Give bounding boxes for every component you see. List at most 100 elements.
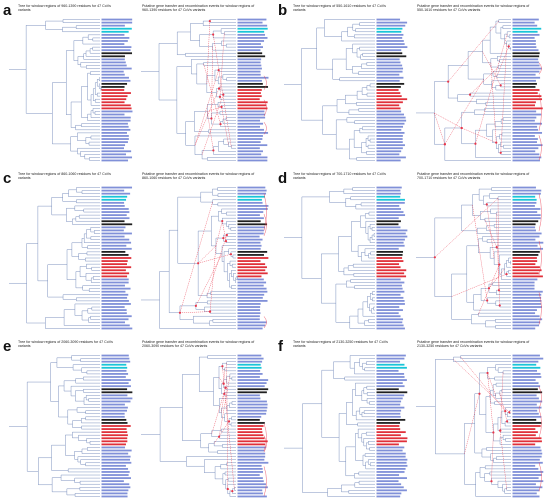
leaf-label-mark (237, 303, 261, 305)
leaf-label-mark (101, 257, 132, 259)
leaf-label-mark (237, 153, 262, 156)
leaf-label-mark (101, 275, 128, 278)
leaf-label-mark (237, 192, 267, 195)
leaf-label-mark (376, 431, 406, 434)
leaf-label-mark (376, 278, 401, 281)
leaf-label-mark (237, 449, 265, 452)
transfer-event-line (444, 78, 484, 145)
leaf-label-mark (512, 431, 538, 434)
leaf-label-mark (376, 315, 401, 318)
right-recombination-tree (141, 354, 269, 498)
leaf-label-mark (376, 147, 403, 150)
leaf-label-mark (512, 495, 540, 498)
leaf-label-mark (512, 141, 537, 143)
leaf-label-mark (376, 492, 402, 495)
transfer-event-arrowhead (490, 480, 493, 483)
leaf-label-mark (101, 125, 129, 128)
leaf-label-mark (376, 241, 404, 244)
transfer-event-arrowhead (498, 304, 501, 307)
leaf-label-mark (376, 238, 405, 241)
leaf-label-mark (101, 208, 129, 210)
left-tree-title: Tree for window regions of 2130-3250 res… (293, 340, 388, 349)
leaf-label-mark (101, 244, 127, 247)
leaf-label-mark (237, 18, 267, 21)
leaf-label-mark (512, 116, 537, 119)
leaf-label-mark (376, 150, 402, 153)
transfer-event-line (434, 112, 462, 129)
leaf-label-mark (101, 354, 129, 357)
leaf-label-mark (376, 198, 405, 201)
leaf-label-mark (376, 446, 405, 449)
leaf-label-mark (512, 492, 537, 495)
leaf-label-mark (101, 135, 129, 137)
leaf-label-mark (376, 412, 401, 415)
leaf-label-mark (237, 156, 268, 159)
transfer-event-line (226, 363, 228, 490)
leaf-label-mark (237, 428, 263, 430)
transfer-event-line (487, 372, 496, 396)
leaf-label-mark (101, 217, 130, 220)
leaf-label-mark (101, 86, 125, 88)
transfer-event-line (221, 106, 229, 145)
transfer-event-line (497, 198, 500, 291)
leaf-label-mark (237, 241, 261, 244)
leaf-label-mark (376, 89, 399, 91)
leaf-label-mark (376, 101, 403, 104)
leaf-label-mark (237, 321, 267, 324)
leaf-label-mark (512, 275, 543, 278)
leaf-label-mark (237, 135, 263, 137)
leaf-label-mark (376, 360, 401, 363)
leaf-label-mark (376, 403, 401, 406)
leaf-label-mark (101, 113, 125, 116)
leaf-label-mark (101, 385, 131, 388)
transfer-event-arrowhead (468, 93, 472, 96)
left-phylogenetic-tree (9, 18, 133, 162)
leaf-label-mark (512, 150, 536, 153)
leaf-label-mark (376, 244, 405, 247)
leaf-label-mark (101, 61, 126, 64)
leaf-label-mark (512, 379, 536, 381)
left-phylogenetic-tree (9, 354, 133, 498)
leaf-label-mark (376, 415, 401, 418)
leaf-label-mark (376, 284, 402, 287)
leaf-label-mark (237, 412, 267, 415)
transfer-event-line (475, 34, 508, 144)
leaf-label-mark (237, 290, 268, 293)
leaf-label-mark (376, 217, 399, 220)
leaf-label-mark (512, 260, 538, 262)
transfer-event-line (499, 393, 508, 422)
leaf-label-mark (237, 464, 262, 467)
right-recombination-tree (141, 18, 269, 162)
transfer-event-line (179, 202, 213, 313)
leaf-label-mark (376, 483, 402, 486)
leaf-label-mark (512, 86, 536, 88)
leaf-label-mark (237, 98, 260, 101)
transfer-event-arrowhead (433, 256, 436, 259)
transfer-event-line (482, 51, 501, 86)
leaf-label-mark (512, 247, 544, 250)
leaf-label-mark (376, 82, 405, 85)
leaf-label-mark (512, 290, 543, 293)
leaf-label-mark (101, 214, 127, 217)
leaf-label-mark (512, 217, 541, 220)
leaf-label-mark (101, 315, 132, 318)
leaf-label-mark (101, 394, 128, 397)
transfer-event-arrowhead (222, 93, 225, 96)
leaf-label-mark (237, 254, 264, 256)
leaf-label-mark (512, 238, 536, 241)
transfer-event-line (448, 20, 499, 82)
leaf-label-mark (237, 73, 261, 76)
leaf-label-mark (512, 385, 541, 388)
leaf-label-mark (376, 272, 405, 275)
leaf-label-mark (237, 379, 269, 381)
leaf-label-mark (376, 247, 399, 250)
leaf-label-mark (101, 281, 129, 284)
leaf-label-mark (101, 400, 131, 403)
leaf-label-mark (101, 415, 125, 418)
leaf-label-mark (376, 138, 403, 140)
leaf-label-mark (376, 104, 400, 107)
transfer-event-arrowhead (197, 262, 200, 265)
transfer-event-line (434, 112, 446, 145)
leaf-label-mark (512, 131, 543, 134)
leaf-label-mark (512, 489, 540, 492)
